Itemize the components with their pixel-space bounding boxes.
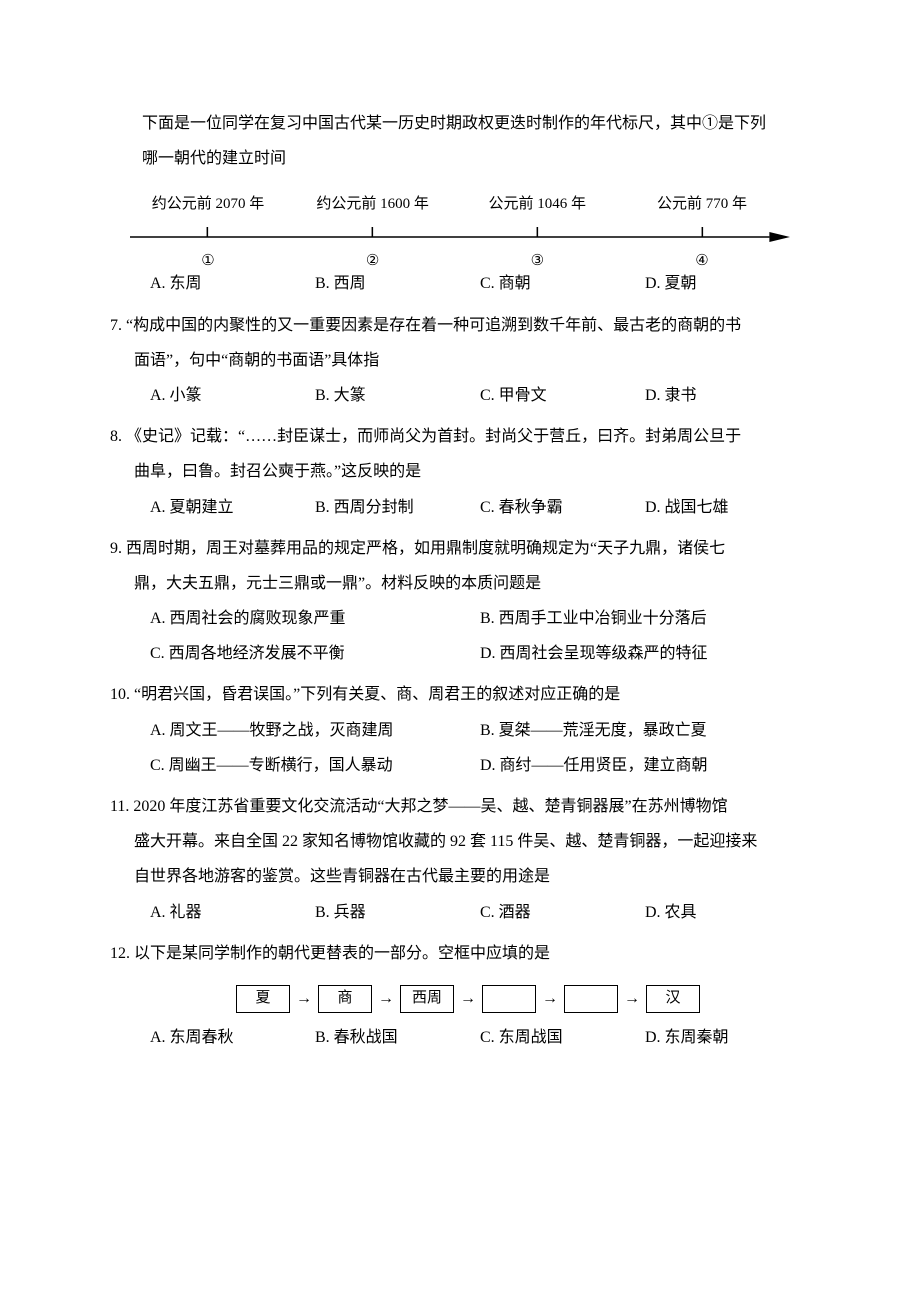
q11-opt-c: C. 酒器: [480, 895, 645, 930]
q7-opt-d: D. 隶书: [645, 378, 810, 413]
q10-opt-c: C. 周幽王——专断横行，国人暴动: [150, 748, 480, 783]
q11-line3: 自世界各地游客的鉴赏。这些青铜器在古代最主要的用途是: [110, 859, 810, 894]
q7-line2: 面语”，句中“商朝的书面语”具体指: [110, 343, 810, 378]
q12-sequence: 夏 → 商 → 西周 → → → 汉: [110, 981, 810, 1016]
seq-box-2: 商: [318, 985, 372, 1013]
seq-arrow-5: →: [624, 981, 640, 1016]
q7-opt-b: B. 大篆: [315, 378, 480, 413]
seq-arrow-3: →: [460, 981, 476, 1016]
seq-box-3: 西周: [400, 985, 454, 1013]
q9-opt-a: A. 西周社会的腐败现象严重: [150, 601, 480, 636]
q7-opt-a: A. 小篆: [150, 378, 315, 413]
q7-options: A. 小篆 B. 大篆 C. 甲骨文 D. 隶书: [110, 378, 810, 413]
timeline-bot-3: ③: [459, 245, 615, 278]
question-8: 8. 《史记》记载：“……封臣谋士，而师尚父为首封。封尚父于营丘，曰齐。封弟周公…: [110, 419, 810, 525]
q12-opt-b: B. 春秋战国: [315, 1020, 480, 1055]
timeline-bot-labels: ① ② ③ ④: [130, 245, 790, 278]
q8-options: A. 夏朝建立 B. 西周分封制 C. 春秋争霸 D. 战国七雄: [110, 490, 810, 525]
q9-opt-b: B. 西周手工业中冶铜业十分落后: [480, 601, 810, 636]
q12-opt-c: C. 东周战国: [480, 1020, 645, 1055]
timeline-axis: [130, 223, 790, 247]
seq-arrow-1: →: [296, 981, 312, 1016]
seq-box-6: 汉: [646, 985, 700, 1013]
timeline-top-1: 约公元前 2070 年: [130, 188, 286, 221]
timeline-top-2: 约公元前 1600 年: [295, 188, 451, 221]
q9-line1: 9. 西周时期，周王对墓葬用品的规定严格，如用鼎制度就明确规定为“天子九鼎，诸侯…: [110, 531, 810, 566]
q10-opt-b: B. 夏桀——荒淫无度，暴政亡夏: [480, 713, 810, 748]
q8-opt-d: D. 战国七雄: [645, 490, 810, 525]
q12-line1: 12. 以下是某同学制作的朝代更替表的一部分。空框中应填的是: [110, 936, 810, 971]
q6-timeline: 约公元前 2070 年 约公元前 1600 年 公元前 1046 年 公元前 7…: [130, 188, 790, 258]
q8-opt-a: A. 夏朝建立: [150, 490, 315, 525]
q10-options-row1: A. 周文王——牧野之战，灭商建周 B. 夏桀——荒淫无度，暴政亡夏: [110, 713, 810, 748]
q9-opt-d: D. 西周社会呈现等级森严的特征: [480, 636, 810, 671]
seq-arrow-4: →: [542, 981, 558, 1016]
q8-opt-b: B. 西周分封制: [315, 490, 480, 525]
seq-arrow-2: →: [378, 981, 394, 1016]
q8-line2: 曲阜，曰鲁。封召公奭于燕。”这反映的是: [110, 454, 810, 489]
q10-opt-a: A. 周文王——牧野之战，灭商建周: [150, 713, 480, 748]
timeline-bot-1: ①: [130, 245, 286, 278]
q9-options-row1: A. 西周社会的腐败现象严重 B. 西周手工业中冶铜业十分落后: [110, 601, 810, 636]
q7-opt-c: C. 甲骨文: [480, 378, 645, 413]
seq-box-1: 夏: [236, 985, 290, 1013]
q11-opt-d: D. 农具: [645, 895, 810, 930]
timeline-bot-4: ④: [624, 245, 780, 278]
q12-opt-d: D. 东周秦朝: [645, 1020, 810, 1055]
timeline-bot-2: ②: [295, 245, 451, 278]
q9-line2: 鼎，大夫五鼎，元士三鼎或一鼎”。材料反映的本质问题是: [110, 566, 810, 601]
question-6: 下面是一位同学在复习中国古代某一历史时期政权更迭时制作的年代标尺，其中①是下列 …: [110, 106, 810, 302]
seq-box-5: [564, 985, 618, 1013]
q11-opt-b: B. 兵器: [315, 895, 480, 930]
q11-line2: 盛大开幕。来自全国 22 家知名博物馆收藏的 92 套 115 件吴、越、楚青铜…: [110, 824, 810, 859]
question-10: 10. “明君兴国，昏君误国。”下列有关夏、商、周君王的叙述对应正确的是 A. …: [110, 677, 810, 783]
q8-opt-c: C. 春秋争霸: [480, 490, 645, 525]
q11-opt-a: A. 礼器: [150, 895, 315, 930]
q7-line1: 7. “构成中国的内聚性的又一重要因素是存在着一种可追溯到数千年前、最古老的商朝…: [110, 308, 810, 343]
question-11: 11. 2020 年度江苏省重要文化交流活动“大邦之梦——吴、越、楚青铜器展”在…: [110, 789, 810, 930]
q11-line1: 11. 2020 年度江苏省重要文化交流活动“大邦之梦——吴、越、楚青铜器展”在…: [110, 789, 810, 824]
q10-opt-d: D. 商纣——任用贤臣，建立商朝: [480, 748, 810, 783]
question-9: 9. 西周时期，周王对墓葬用品的规定严格，如用鼎制度就明确规定为“天子九鼎，诸侯…: [110, 531, 810, 672]
question-12: 12. 以下是某同学制作的朝代更替表的一部分。空框中应填的是 夏 → 商 → 西…: [110, 936, 810, 1056]
timeline-top-3: 公元前 1046 年: [459, 188, 615, 221]
timeline-top-4: 公元前 770 年: [624, 188, 780, 221]
q9-opt-c: C. 西周各地经济发展不平衡: [150, 636, 480, 671]
q12-opt-a: A. 东周春秋: [150, 1020, 315, 1055]
q9-options-row2: C. 西周各地经济发展不平衡 D. 西周社会呈现等级森严的特征: [110, 636, 810, 671]
q8-line1: 8. 《史记》记载：“……封臣谋士，而师尚父为首封。封尚父于营丘，曰齐。封弟周公…: [110, 419, 810, 454]
q6-text-line2: 哪一朝代的建立时间: [110, 141, 810, 176]
q6-text-line1: 下面是一位同学在复习中国古代某一历史时期政权更迭时制作的年代标尺，其中①是下列: [110, 106, 810, 141]
q12-options: A. 东周春秋 B. 春秋战国 C. 东周战国 D. 东周秦朝: [110, 1020, 810, 1055]
question-7: 7. “构成中国的内聚性的又一重要因素是存在着一种可追溯到数千年前、最古老的商朝…: [110, 308, 810, 414]
seq-box-4: [482, 985, 536, 1013]
q11-options: A. 礼器 B. 兵器 C. 酒器 D. 农具: [110, 895, 810, 930]
timeline-top-labels: 约公元前 2070 年 约公元前 1600 年 公元前 1046 年 公元前 7…: [130, 188, 790, 221]
q10-options-row2: C. 周幽王——专断横行，国人暴动 D. 商纣——任用贤臣，建立商朝: [110, 748, 810, 783]
q10-line1: 10. “明君兴国，昏君误国。”下列有关夏、商、周君王的叙述对应正确的是: [110, 677, 810, 712]
